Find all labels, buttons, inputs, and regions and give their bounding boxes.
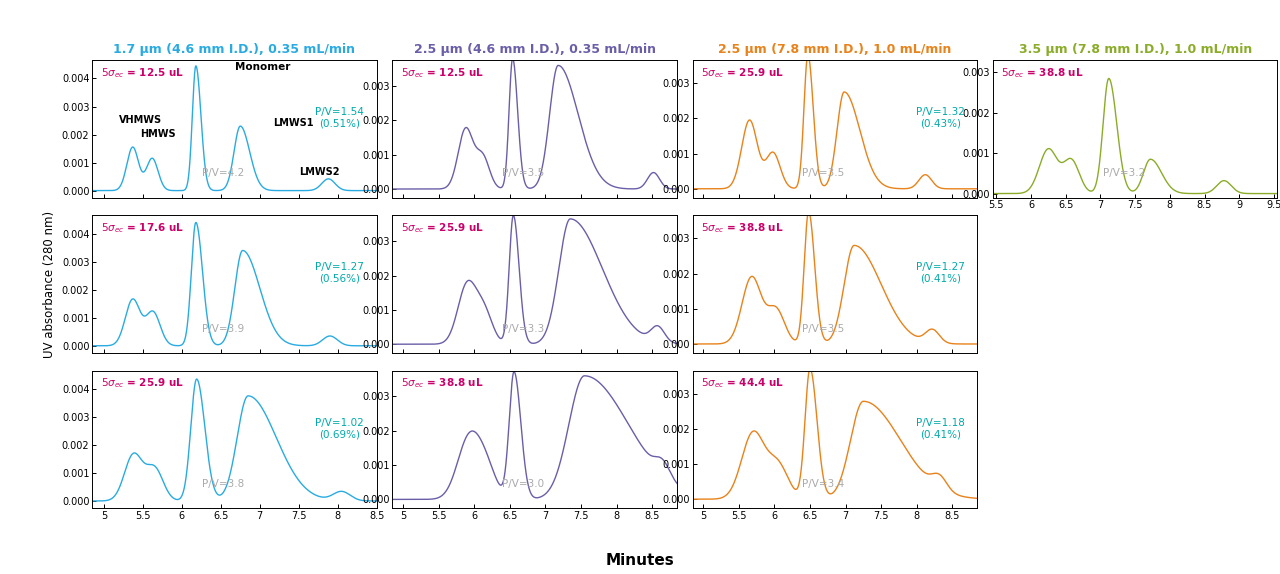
Text: $5\sigma_{ec}$ = 25.9 uL: $5\sigma_{ec}$ = 25.9 uL: [101, 376, 183, 390]
Text: $5\sigma_{ec}$ = 38.8 uL: $5\sigma_{ec}$ = 38.8 uL: [701, 221, 783, 235]
Text: P/V=3.5: P/V=3.5: [803, 324, 845, 333]
Text: P/V=3.3: P/V=3.3: [502, 324, 544, 333]
Text: P/V=1.18
(0.41%): P/V=1.18 (0.41%): [915, 417, 965, 439]
Text: HMWS: HMWS: [141, 129, 177, 139]
Text: VHMWS: VHMWS: [119, 115, 163, 125]
Text: $5\sigma_{ec}$ = 12.5 uL: $5\sigma_{ec}$ = 12.5 uL: [101, 66, 183, 80]
Text: P/V=3.2: P/V=3.2: [1102, 168, 1144, 179]
Text: Minutes: Minutes: [605, 553, 675, 568]
Text: P/V=3.5: P/V=3.5: [803, 168, 845, 179]
Text: $5\sigma_{ec}$ = 25.9 uL: $5\sigma_{ec}$ = 25.9 uL: [401, 221, 484, 235]
Text: $5\sigma_{ec}$ = 17.6 uL: $5\sigma_{ec}$ = 17.6 uL: [101, 221, 183, 235]
Text: P/V=1.27
(0.41%): P/V=1.27 (0.41%): [915, 262, 965, 284]
Text: LMWS1: LMWS1: [273, 118, 314, 128]
Text: P/V=1.54
(0.51%): P/V=1.54 (0.51%): [315, 107, 365, 129]
Text: $5\sigma_{ec}$ = 38.8 uL: $5\sigma_{ec}$ = 38.8 uL: [401, 376, 484, 390]
Text: P/V=1.32
(0.43%): P/V=1.32 (0.43%): [915, 107, 965, 129]
Text: $5\sigma_{ec}$ = 25.9 uL: $5\sigma_{ec}$ = 25.9 uL: [701, 66, 783, 80]
Text: LMWS2: LMWS2: [300, 167, 339, 177]
Text: $5\sigma_{ec}$ = 12.5 uL: $5\sigma_{ec}$ = 12.5 uL: [401, 66, 484, 80]
Text: 1.7 μm (4.6 mm I.D.), 0.35 mL/min: 1.7 μm (4.6 mm I.D.), 0.35 mL/min: [114, 42, 356, 56]
Text: $5\sigma_{ec}$ = 38.8 uL: $5\sigma_{ec}$ = 38.8 uL: [1001, 66, 1084, 80]
Text: Monomer: Monomer: [236, 61, 291, 72]
Text: 3.5 μm (7.8 mm I.D.), 1.0 mL/min: 3.5 μm (7.8 mm I.D.), 1.0 mL/min: [1019, 42, 1252, 56]
Y-axis label: UV absorbance (280 nm): UV absorbance (280 nm): [44, 211, 56, 358]
Text: P/V=1.27
(0.56%): P/V=1.27 (0.56%): [315, 262, 365, 284]
Text: P/V=3.5: P/V=3.5: [502, 168, 544, 179]
Text: P/V=1.02
(0.69%): P/V=1.02 (0.69%): [315, 417, 364, 439]
Text: P/V=3.8: P/V=3.8: [202, 479, 244, 489]
Text: 2.5 μm (4.6 mm I.D.), 0.35 mL/min: 2.5 μm (4.6 mm I.D.), 0.35 mL/min: [413, 42, 655, 56]
Text: 2.5 μm (7.8 mm I.D.), 1.0 mL/min: 2.5 μm (7.8 mm I.D.), 1.0 mL/min: [718, 42, 951, 56]
Text: P/V=3.9: P/V=3.9: [202, 324, 244, 333]
Text: $5\sigma_{ec}$ = 44.4 uL: $5\sigma_{ec}$ = 44.4 uL: [701, 376, 783, 390]
Text: P/V=3.0: P/V=3.0: [502, 479, 544, 489]
Text: P/V=3.4: P/V=3.4: [803, 479, 845, 489]
Text: P/V=4.2: P/V=4.2: [202, 168, 244, 179]
